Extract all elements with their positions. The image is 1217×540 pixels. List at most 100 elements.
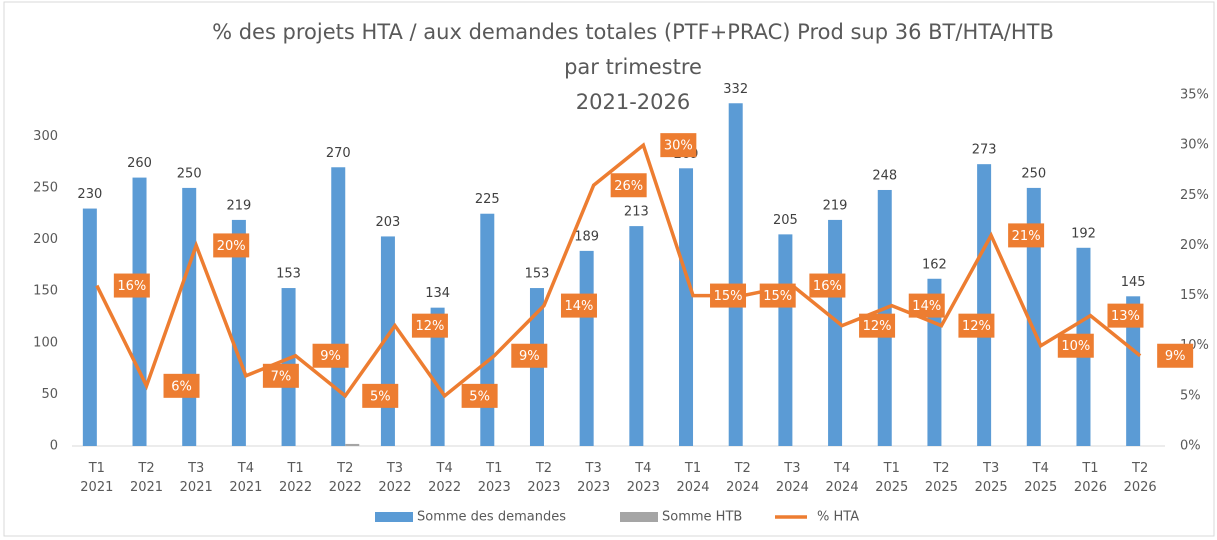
- line-value-label: 14%: [565, 299, 594, 314]
- y2-tick-label: 5%: [1180, 388, 1201, 403]
- x-tick-label: T1 2022: [279, 461, 312, 495]
- bar-value-label: 192: [1071, 226, 1096, 241]
- line-label-box: [312, 343, 349, 368]
- line-value-label: 16%: [117, 279, 146, 294]
- x-tick-line: T1: [485, 461, 502, 476]
- bar: [778, 234, 793, 446]
- bar-value-label: 203: [376, 215, 401, 230]
- x-tick-line: T2: [932, 461, 949, 476]
- bar: [331, 167, 346, 446]
- bar-value-label: 145: [1121, 275, 1146, 290]
- line-value-label: 9%: [519, 349, 540, 364]
- x-tick-label: T3 2024: [776, 461, 809, 495]
- bar-value-label: 332: [723, 82, 748, 97]
- line-value-label: 20%: [217, 239, 246, 254]
- y2-tick-label: 15%: [1180, 288, 1209, 303]
- bar-value-label: 250: [1021, 166, 1046, 181]
- line-label-box: [362, 383, 399, 408]
- x-tick-label: T4 2022: [428, 461, 461, 495]
- x-tick-label: T3 2025: [975, 461, 1008, 495]
- legend-swatch: [375, 512, 413, 522]
- line-label-box: [958, 313, 995, 338]
- line-value-label: 12%: [415, 319, 444, 334]
- line-label-box: [660, 133, 697, 158]
- line-label-box: [610, 173, 647, 198]
- line-label-box: [1008, 223, 1045, 248]
- y2-tick-label: 20%: [1180, 238, 1209, 253]
- legend-swatch: [620, 512, 658, 522]
- line-label-box: [710, 283, 747, 308]
- bar-value-label: 225: [475, 192, 500, 207]
- x-tick-line: T4: [1032, 461, 1049, 476]
- line-value-label: 12%: [962, 319, 991, 334]
- line-label-box: [213, 233, 250, 258]
- x-tick-label: T1 2025: [875, 461, 908, 495]
- x-tick-label: T2 2021: [130, 461, 163, 495]
- x-tick-label: T3 2022: [378, 461, 411, 495]
- x-tick-line: 2024: [826, 480, 859, 495]
- x-tick-line: T3: [585, 461, 602, 476]
- x-tick-line: 2025: [925, 480, 958, 495]
- bar: [728, 103, 743, 447]
- line-value-label: 9%: [320, 349, 341, 364]
- y2-tick-label: 0%: [1180, 439, 1201, 454]
- x-tick-line: T2: [1131, 461, 1148, 476]
- line-value-label: 30%: [664, 139, 693, 154]
- x-tick-label: T2 2022: [329, 461, 362, 495]
- bar-value-label: 134: [425, 286, 450, 301]
- y-tick-label: 100: [33, 335, 58, 350]
- line-value-label: 5%: [469, 389, 490, 404]
- line-value-label: 16%: [813, 279, 842, 294]
- line-label-box: [511, 343, 548, 368]
- x-tick-line: 2023: [527, 480, 560, 495]
- x-tick-line: T1: [286, 461, 303, 476]
- x-tick-line: T3: [386, 461, 403, 476]
- bar: [1126, 296, 1141, 446]
- x-tick-line: T2: [734, 461, 751, 476]
- bar-value-label: 219: [823, 198, 848, 213]
- x-tick-label: T2 2023: [527, 461, 560, 495]
- bar-value-label: 260: [127, 156, 152, 171]
- y-tick-label: 200: [33, 232, 58, 247]
- x-tick-line: 2025: [1024, 480, 1057, 495]
- x-tick-label: T2 2024: [726, 461, 759, 495]
- line-label-box: [908, 293, 945, 318]
- x-tick-line: 2021: [229, 480, 262, 495]
- y2-tick-label: 35%: [1180, 88, 1209, 103]
- x-tick-line: 2021: [130, 480, 163, 495]
- line-value-label: 15%: [714, 289, 743, 304]
- bar: [82, 208, 97, 446]
- line-value-label: 6%: [171, 379, 192, 394]
- line-label-box: [163, 373, 200, 398]
- x-tick-line: T3: [982, 461, 999, 476]
- bar-value-label: 205: [773, 213, 798, 228]
- bar: [629, 226, 644, 446]
- x-tick-label: T2 2025: [925, 461, 958, 495]
- line-value-label: 9%: [1165, 349, 1186, 364]
- bar-value-label: 162: [922, 257, 947, 272]
- x-tick-line: T1: [883, 461, 900, 476]
- line-value-label: 26%: [614, 179, 643, 194]
- x-tick-line: T1: [1081, 461, 1098, 476]
- line-label-box: [262, 363, 299, 388]
- x-tick-line: T4: [237, 461, 254, 476]
- line-label-box: [113, 273, 150, 298]
- line-label-box: [461, 383, 498, 408]
- x-tick-line: T2: [336, 461, 353, 476]
- x-tick-line: 2024: [726, 480, 759, 495]
- line-value-label: 10%: [1061, 339, 1090, 354]
- bar: [1026, 187, 1041, 447]
- x-tick-line: T4: [833, 461, 850, 476]
- x-tick-label: T1 2021: [80, 461, 113, 495]
- x-tick-line: 2024: [676, 480, 709, 495]
- x-tick-label: T4 2025: [1024, 461, 1057, 495]
- x-tick-line: 2023: [478, 480, 511, 495]
- x-tick-line: 2023: [577, 480, 610, 495]
- x-tick-label: T2 2026: [1124, 461, 1157, 495]
- bar-value-label: 270: [326, 146, 351, 161]
- x-tick-label: T4 2023: [627, 461, 660, 495]
- x-tick-line: 2022: [329, 480, 362, 495]
- x-tick-line: 2022: [428, 480, 461, 495]
- bar: [579, 250, 594, 446]
